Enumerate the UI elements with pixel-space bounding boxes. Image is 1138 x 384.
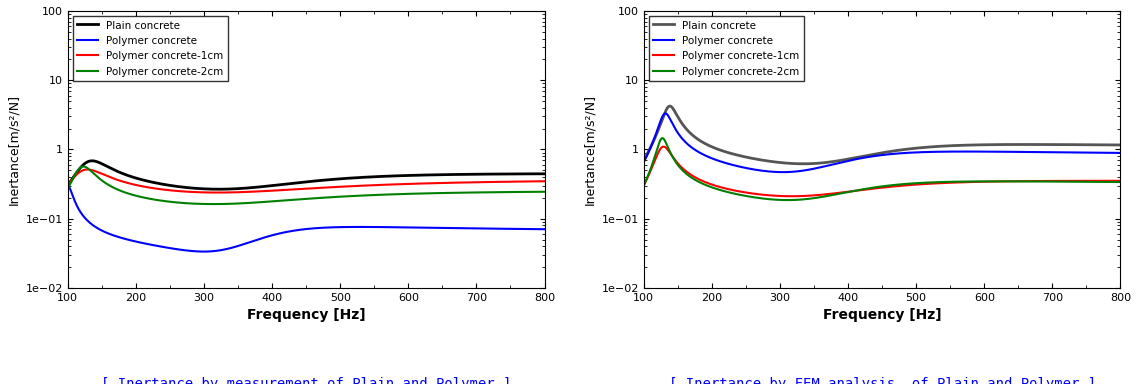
Polymer concrete (371, 225, 385, 229)
Polymer concrete-2cm (417, 191, 430, 196)
Polymer concrete (659, 111, 673, 116)
Plain concrete (347, 175, 361, 180)
Polymer concrete (417, 225, 430, 230)
Y-axis label: Inertance[m/s²/N]: Inertance[m/s²/N] (583, 94, 596, 205)
Polymer concrete-2cm (1029, 179, 1042, 184)
Plain concrete (212, 187, 225, 192)
Polymer concrete-1cm (923, 181, 937, 186)
Text: [ Inertance by measurement of Plain and Polymer ]: [ Inertance by measurement of Plain and … (101, 377, 511, 384)
Polymer concrete-1cm (724, 187, 737, 192)
Polymer concrete (947, 149, 960, 154)
Polymer concrete-2cm (947, 179, 960, 184)
Polymer concrete (637, 160, 651, 165)
Plain concrete (85, 159, 99, 163)
Polymer concrete-1cm (244, 189, 257, 194)
Polymer concrete-1cm (1114, 179, 1128, 183)
Polymer concrete (1114, 151, 1128, 155)
X-axis label: Frequency [Hz]: Frequency [Hz] (247, 308, 365, 323)
Polymer concrete-2cm (371, 192, 385, 197)
Polymer concrete-1cm (1029, 179, 1042, 183)
Polymer concrete-1cm (371, 183, 385, 187)
Plain concrete (724, 151, 737, 156)
Polymer concrete (61, 184, 75, 188)
Line: Plain concrete: Plain concrete (644, 106, 1121, 164)
Polymer concrete-1cm (637, 184, 651, 188)
Plain concrete (663, 104, 677, 108)
Plain concrete (244, 185, 257, 190)
Polymer concrete-2cm (992, 179, 1006, 184)
Plain concrete (819, 160, 833, 165)
Polymer concrete-1cm (538, 179, 552, 184)
Line: Polymer concrete-1cm: Polymer concrete-1cm (644, 147, 1121, 196)
Polymer concrete (347, 225, 361, 229)
Plain concrete (538, 172, 552, 176)
Line: Polymer concrete: Polymer concrete (68, 186, 545, 252)
Text: [ Inertance by FEM analysis  of Plain and Polymer ]: [ Inertance by FEM analysis of Plain and… (668, 377, 1096, 384)
Polymer concrete-1cm (819, 192, 833, 197)
Line: Polymer concrete: Polymer concrete (644, 113, 1121, 172)
Polymer concrete-2cm (781, 198, 794, 202)
Polymer concrete-2cm (819, 194, 833, 199)
Polymer concrete-1cm (148, 186, 162, 191)
Plain concrete (371, 174, 385, 179)
Plain concrete (797, 162, 810, 166)
Polymer concrete (776, 170, 790, 174)
Polymer concrete-2cm (453, 190, 467, 195)
Polymer concrete-1cm (453, 180, 467, 185)
Plain concrete (1029, 142, 1042, 147)
Polymer concrete (992, 149, 1006, 154)
Line: Polymer concrete-2cm: Polymer concrete-2cm (68, 167, 545, 204)
Plain concrete (417, 173, 430, 177)
Plain concrete (923, 145, 937, 149)
Polymer concrete (819, 164, 833, 168)
Polymer concrete (148, 243, 162, 248)
Polymer concrete-2cm (347, 194, 361, 198)
Polymer concrete-2cm (655, 136, 669, 141)
Polymer concrete (923, 150, 937, 154)
Polymer concrete-1cm (347, 184, 361, 189)
Line: Plain concrete: Plain concrete (68, 161, 545, 189)
Line: Polymer concrete-1cm: Polymer concrete-1cm (68, 169, 545, 192)
Polymer concrete (453, 226, 467, 230)
X-axis label: Frequency [Hz]: Frequency [Hz] (823, 308, 941, 323)
Polymer concrete-1cm (785, 194, 799, 199)
Polymer concrete-1cm (61, 184, 75, 188)
Polymer concrete (1029, 150, 1042, 154)
Plain concrete (637, 158, 651, 162)
Polymer concrete-2cm (148, 197, 162, 202)
Polymer concrete-1cm (417, 181, 430, 186)
Polymer concrete (538, 227, 552, 232)
Polymer concrete-2cm (724, 190, 737, 195)
Polymer concrete-2cm (637, 184, 651, 188)
Plain concrete (61, 184, 75, 188)
Legend: Plain concrete, Polymer concrete, Polymer concrete-1cm, Polymer concrete-2cm: Plain concrete, Polymer concrete, Polyme… (649, 16, 803, 81)
Polymer concrete-1cm (657, 144, 670, 149)
Polymer concrete-2cm (538, 189, 552, 194)
Polymer concrete (244, 240, 257, 244)
Polymer concrete-2cm (244, 200, 257, 205)
Polymer concrete-1cm (81, 167, 94, 172)
Plain concrete (453, 172, 467, 177)
Y-axis label: Inertance[m/s²/N]: Inertance[m/s²/N] (7, 94, 20, 205)
Polymer concrete-1cm (992, 179, 1006, 184)
Plain concrete (947, 143, 960, 148)
Plain concrete (1114, 143, 1128, 147)
Polymer concrete-2cm (61, 187, 75, 191)
Polymer concrete-2cm (207, 202, 221, 206)
Polymer concrete-2cm (76, 164, 90, 169)
Polymer concrete (724, 162, 737, 167)
Plain concrete (992, 142, 1006, 147)
Polymer concrete-2cm (1114, 180, 1128, 184)
Polymer concrete (197, 249, 211, 254)
Polymer concrete-2cm (923, 180, 937, 185)
Legend: Plain concrete, Polymer concrete, Polymer concrete-1cm, Polymer concrete-2cm: Plain concrete, Polymer concrete, Polyme… (73, 16, 228, 81)
Polymer concrete-1cm (211, 190, 224, 195)
Line: Polymer concrete-2cm: Polymer concrete-2cm (644, 138, 1121, 200)
Polymer concrete-1cm (947, 180, 960, 185)
Plain concrete (148, 180, 162, 185)
